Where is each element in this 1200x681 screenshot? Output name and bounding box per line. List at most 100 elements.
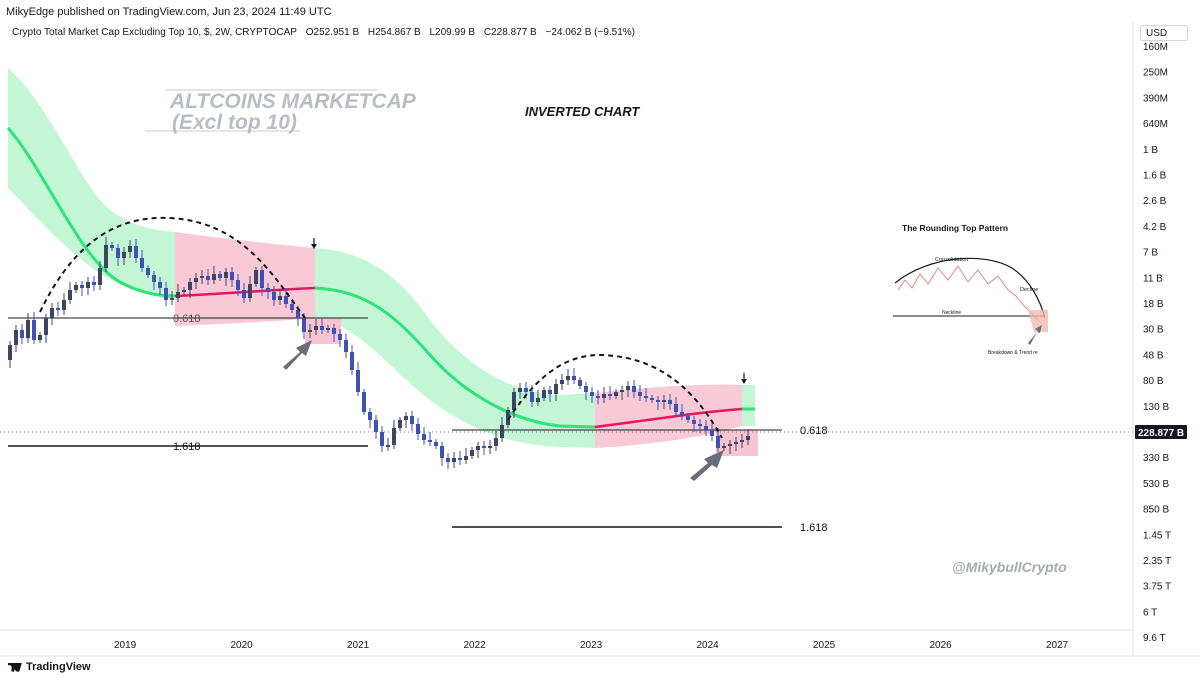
candle-body: [20, 330, 24, 338]
fib-label-0618-b: 0.618: [800, 425, 828, 437]
candle-body: [560, 380, 564, 384]
candle-body: [452, 458, 456, 462]
candle-body: [128, 246, 132, 252]
candle-body: [386, 445, 390, 447]
tradingview-logo[interactable]: TradingView: [8, 661, 91, 673]
candle-body: [368, 412, 372, 420]
time-tick-label: 2020: [231, 640, 254, 651]
inverted-chart-label: INVERTED CHART: [525, 104, 640, 119]
candle-body: [734, 442, 738, 444]
candle-body: [68, 290, 72, 300]
candle-body: [476, 446, 480, 450]
candle-body: [230, 272, 234, 280]
candle-body: [86, 282, 90, 288]
time-axis[interactable]: 2019 2020 2021 2022 2023 2024 2025 2026 2027: [114, 640, 1069, 651]
inset-title: The Rounding Top Pattern: [902, 223, 1008, 233]
last-price-tag: 228.877 B: [1135, 425, 1187, 439]
candle-body: [494, 438, 498, 446]
ohlc-close: C228.877 B: [483, 27, 537, 38]
midline-red-2: [594, 407, 743, 429]
candle-body: [416, 424, 420, 434]
price-tick-label: 1.6 B: [1143, 171, 1167, 182]
candle-body: [236, 280, 240, 290]
candle-body: [98, 268, 102, 285]
candle-body: [8, 345, 12, 360]
candle-body: [92, 282, 96, 285]
price-tick-label: 390M: [1143, 93, 1168, 104]
candle-body: [302, 318, 306, 332]
arrow-breakdown-2: [690, 450, 724, 481]
candle-body: [422, 434, 426, 440]
price-tick-label: 9.6 T: [1143, 633, 1166, 644]
candle-body: [44, 318, 48, 335]
midline-green-2: [314, 286, 596, 429]
price-tick-label: 530 B: [1143, 479, 1169, 490]
candle-body: [674, 404, 678, 412]
candle-body: [398, 420, 402, 428]
band-green-1: [8, 68, 175, 300]
candle-body: [464, 456, 468, 460]
candle-body: [458, 458, 462, 460]
candle-body: [320, 326, 324, 330]
price-tick-label: 160M: [1143, 42, 1168, 53]
price-tick-label: 80 B: [1143, 376, 1164, 387]
candle-body: [488, 446, 492, 448]
candle-body: [290, 304, 294, 310]
candle-body: [722, 446, 726, 448]
ohlc-change: −24.062 B (−9.51%): [545, 27, 636, 38]
candle-body: [638, 392, 642, 396]
price-tick-label: 330 B: [1143, 453, 1169, 464]
currency-button[interactable]: USD: [1140, 25, 1188, 41]
candle-body: [380, 432, 384, 446]
symbol-legend: Crypto Total Market Cap Excluding Top 10…: [12, 27, 641, 38]
rounding-top-arc-2: [507, 353, 723, 439]
last-price-text: 228.877 B: [1138, 428, 1184, 439]
ohlc-low: L209.99 B: [429, 27, 476, 38]
candle-body: [242, 290, 246, 298]
candle-body: [152, 275, 156, 282]
candle-body: [182, 290, 186, 292]
fib-label-0618-a: 0.618: [173, 313, 201, 325]
price-axis[interactable]: 160M 250M 390M 640M 1 B 1.6 B 2.6 B 4.2 B 7 B 11 …: [1143, 42, 1171, 644]
candle-body: [566, 376, 570, 380]
candle-body: [500, 425, 504, 438]
candle-body: [116, 248, 120, 258]
candle-body: [608, 394, 612, 396]
candle-body: [284, 296, 288, 304]
symbol-name[interactable]: Crypto Total Market Cap Excluding Top 10…: [12, 27, 297, 38]
candle-body: [440, 446, 444, 458]
candle-body: [164, 288, 168, 300]
candle-body: [278, 296, 282, 300]
candle-body: [212, 274, 216, 280]
candle-body: [332, 328, 336, 334]
candle-body: [716, 436, 720, 448]
candle-body: [146, 268, 150, 275]
fib-label-1618-a: 1.618: [173, 441, 201, 453]
down-arrow-1: [311, 238, 317, 249]
candle-body: [326, 328, 330, 330]
candle-body: [176, 292, 180, 298]
candle-body: [746, 436, 750, 440]
time-tick-label: 2023: [580, 640, 603, 651]
time-tick-label: 2019: [114, 640, 137, 651]
candle-body: [530, 392, 534, 402]
inset-label-decline: Decline: [1020, 287, 1038, 293]
candle-body: [698, 424, 702, 426]
candle-body: [584, 386, 588, 392]
candle-body: [158, 282, 162, 288]
price-tick-label: 7 B: [1143, 248, 1158, 259]
ohlc-open: O252.951 B: [305, 27, 360, 38]
price-tick-label: 4.2 B: [1143, 222, 1167, 233]
time-tick-label: 2021: [347, 640, 370, 651]
price-tick-label: 3.75 T: [1143, 582, 1171, 593]
candle-body: [122, 252, 126, 258]
candle-body: [254, 270, 258, 284]
rounding-top-inset: The Rounding Top Pattern Consolidation D…: [893, 223, 1048, 356]
candle-body: [206, 276, 210, 280]
candle-body: [218, 274, 222, 278]
rounding-top-arc-1: [39, 216, 306, 319]
candle-body: [632, 386, 636, 392]
candle-body: [428, 440, 432, 442]
